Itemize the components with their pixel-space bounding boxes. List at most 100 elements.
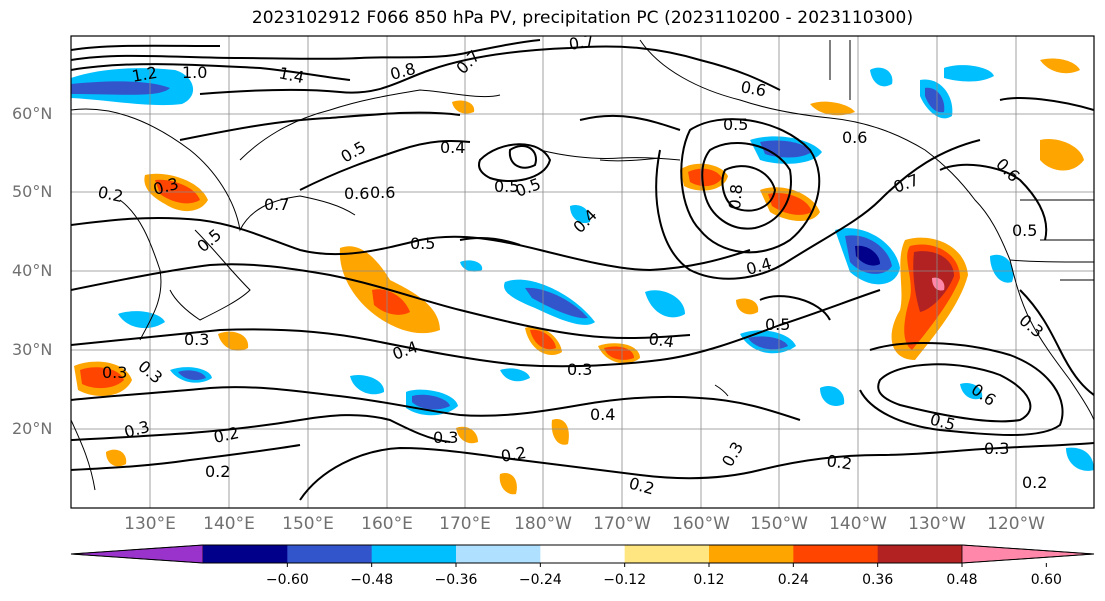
colorbar-tick-label: −0.36	[434, 572, 478, 588]
colorbar-tick-label: −0.48	[350, 572, 394, 588]
shade-blob	[118, 311, 165, 329]
shade-blob	[748, 336, 788, 350]
contour-label: 0.5	[494, 177, 519, 196]
contour-label: 0.6	[370, 183, 395, 202]
shade-blob	[500, 368, 530, 382]
colorbar	[70, 544, 1095, 567]
contour-label: 0.2	[96, 182, 125, 206]
shade-blob	[810, 101, 855, 116]
lon-label: 120°W	[987, 514, 1045, 534]
contour-label: 0.5	[1012, 221, 1037, 240]
lon-label: 130°E	[124, 514, 176, 534]
colorbar-swatch	[793, 545, 879, 563]
contour-label: 0.3	[567, 360, 592, 379]
contour-label: 0.8	[725, 183, 746, 210]
shade-blob	[820, 385, 845, 407]
shade-blob	[570, 204, 591, 224]
contour-label: 0.6	[842, 128, 867, 147]
shade-blob	[925, 87, 945, 113]
colorbar-tick-label: 0.48	[946, 572, 978, 588]
colorbar-tick-label: −0.12	[603, 572, 647, 588]
lat-label: 30°N	[12, 340, 53, 359]
lon-label: 140°E	[203, 514, 255, 534]
contour-label: 0.7	[264, 195, 289, 214]
contour-label: 0.2	[212, 423, 241, 447]
shade-blob	[870, 67, 893, 87]
colorbar-swatch	[624, 545, 710, 563]
colorbar-swatch	[877, 545, 963, 563]
shade-blob	[944, 65, 994, 82]
graticule	[71, 36, 1094, 508]
lon-label: 140°W	[829, 514, 887, 534]
contour-label: 0.3	[433, 428, 458, 447]
contour-label: 0.5	[765, 315, 790, 334]
colorbar-swatch	[203, 545, 288, 563]
map-frame	[70, 35, 1095, 509]
contour-label: 0.3	[184, 330, 209, 349]
contour-label: 0.6	[739, 77, 767, 100]
lon-label: 150°W	[750, 514, 808, 534]
contour-label: 0.5	[410, 234, 435, 253]
lon-label: 130°W	[908, 514, 966, 534]
contour-label: 0.4	[590, 405, 615, 424]
colorbar-frame	[70, 544, 1095, 564]
contour-label: 0.4	[440, 138, 465, 157]
contour-label: 0.2	[499, 443, 527, 466]
contour-label: 0.4	[647, 329, 675, 351]
contour-label: 0.2	[205, 462, 230, 481]
colorbar-extend-low	[70, 544, 204, 564]
shade-blob	[452, 100, 475, 114]
shade-blob	[106, 449, 127, 467]
shade-blob	[736, 298, 759, 315]
lon-label: 150°E	[282, 514, 334, 534]
colorbar-tick-label: −0.24	[518, 572, 562, 588]
shade-blob	[551, 419, 569, 445]
shade-blob	[80, 367, 124, 389]
shade-blob	[155, 179, 200, 204]
shade-blob	[178, 370, 206, 380]
shade-blob	[460, 260, 483, 272]
contour-label: 0.3	[984, 439, 1009, 458]
contour-label: 1.2	[130, 63, 158, 86]
colorbar-extend-high	[961, 544, 1095, 564]
shade-blob	[218, 331, 249, 351]
shade-blob	[456, 426, 478, 444]
shade-blob	[1040, 138, 1084, 171]
lat-label: 50°N	[12, 182, 53, 201]
contour-label: 0.2	[1022, 473, 1047, 492]
colorbar-swatch	[540, 545, 626, 563]
contour-label: 0.5	[723, 115, 748, 134]
contour-label: 1.0	[182, 63, 207, 82]
contour-label: 0.7	[567, 31, 595, 54]
contour-label: 1.4	[277, 63, 306, 87]
shade-blob	[688, 168, 722, 187]
lat-label: 40°N	[12, 261, 53, 280]
shade-blob	[990, 254, 1014, 283]
lon-label: 160°W	[672, 514, 730, 534]
lon-label: 170°E	[439, 514, 491, 534]
map-title: 2023102912 F066 850 hPa PV, precipitatio…	[251, 8, 914, 28]
shade-blob	[1040, 58, 1080, 74]
contour-label: 0.2	[825, 451, 853, 473]
shade-blob	[350, 374, 385, 395]
shade-blob	[645, 290, 685, 318]
colorbar-tick-label: 0.12	[693, 572, 725, 588]
shade-blob	[855, 245, 880, 266]
lon-label: 180°W	[514, 514, 572, 534]
colorbar-swatch	[456, 545, 541, 563]
shade-blob	[960, 382, 983, 400]
coastlines	[71, 39, 1094, 491]
shade-blob	[372, 289, 410, 315]
lat-label: 20°N	[12, 419, 53, 438]
shade-blob	[499, 472, 517, 495]
contour-label: 0.3	[102, 363, 127, 382]
colorbar-tick-label: 0.36	[862, 572, 894, 588]
lon-label: 170°W	[593, 514, 651, 534]
colorbar-tick-label: 0.60	[1030, 572, 1062, 588]
colorbar-tick-label: 0.24	[777, 572, 809, 588]
shade-blob	[525, 287, 588, 319]
lat-label: 60°N	[12, 104, 53, 123]
colorbar-tick-label: −0.60	[265, 572, 309, 588]
colorbar-swatch	[709, 545, 794, 563]
